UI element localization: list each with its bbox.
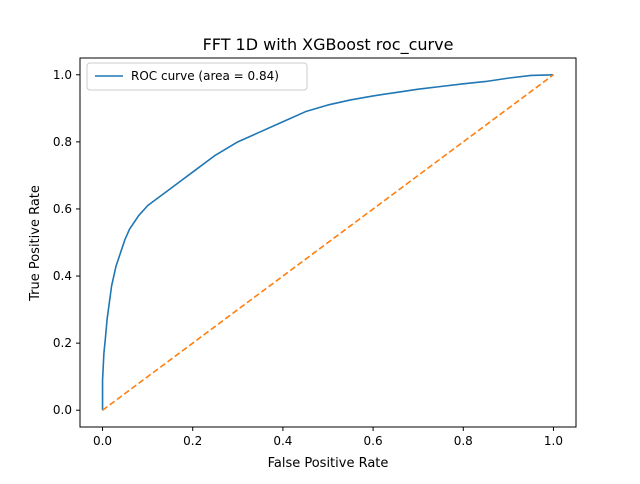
y-tick-label: 0.8 <box>53 135 72 149</box>
plot-frame <box>79 57 577 428</box>
axis-ticks: 0.0 0.2 0.4 0.6 0.8 1.0 0.0 0.2 0.4 0.6 0.8 1.0 <box>53 68 563 448</box>
y-tick-label: 0.4 <box>53 269 72 283</box>
y-axis-label: True Positive Rate <box>28 185 43 302</box>
chart-title: FFT 1D with XGBoost roc_curve <box>203 35 454 55</box>
x-tick-label: 0.2 <box>183 434 202 448</box>
y-tick-label: 0.0 <box>53 403 72 417</box>
x-tick-label: 0.8 <box>454 434 473 448</box>
legend: ROC curve (area = 0.84) <box>86 62 308 91</box>
legend-label-roc: ROC curve (area = 0.84) <box>131 69 279 83</box>
x-tick-label: 0.4 <box>273 434 292 448</box>
x-tick-label: 0.0 <box>93 434 112 448</box>
plot-area <box>79 57 577 428</box>
legend-box <box>86 62 308 91</box>
roc-curve-line <box>101 73 554 411</box>
chance-diagonal-line <box>102 74 554 411</box>
x-tick-label: 1.0 <box>544 434 563 448</box>
y-tick-label: 1.0 <box>53 68 72 82</box>
y-tick-label: 0.6 <box>53 202 72 216</box>
y-tick-label: 0.2 <box>53 336 72 350</box>
x-axis-label: False Positive Rate <box>268 456 389 471</box>
x-tick-label: 0.6 <box>364 434 383 448</box>
